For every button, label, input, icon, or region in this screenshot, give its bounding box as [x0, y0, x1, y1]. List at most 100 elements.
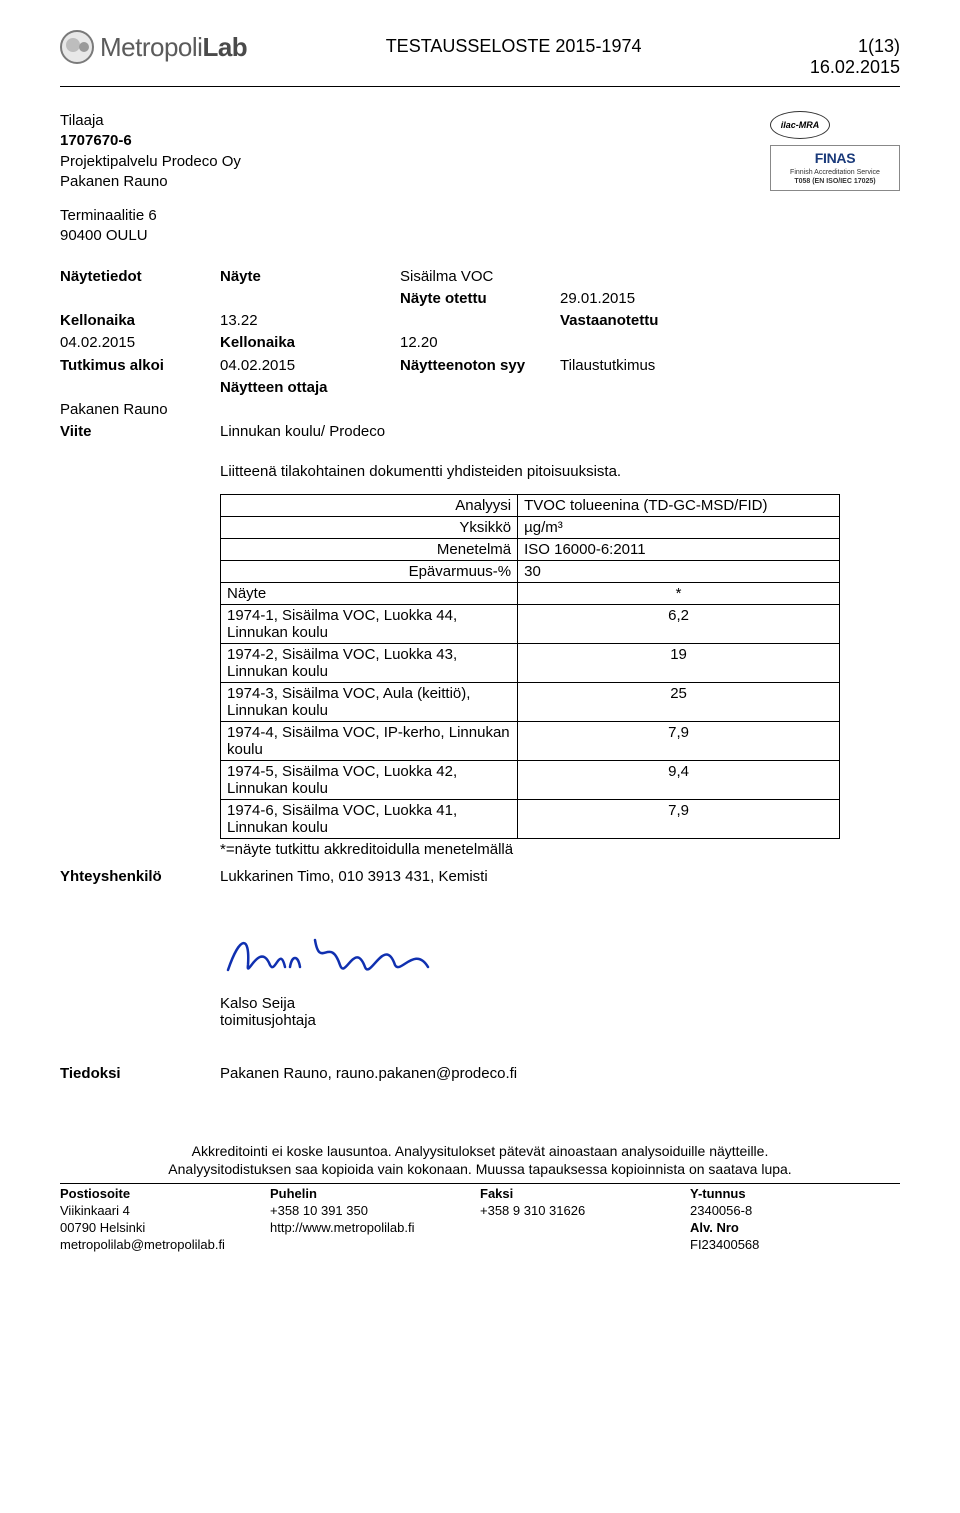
disclaimer-line1: Akkreditointi ei koske lausuntoa. Analyy… — [60, 1142, 900, 1161]
sample-value: 7,9 — [518, 799, 840, 838]
footer-c0l3: metropolilab@metropolilab.fi — [60, 1237, 270, 1254]
contact-label: Yhteyshenkilö — [60, 868, 220, 885]
meta-label: Epävarmuus-% — [221, 560, 518, 582]
meta-value: TVOC tolueenina (TD-GC-MSD/FID) — [518, 494, 840, 516]
sample-info: Näytetiedot Näyte Sisäilma VOC Näyte ote… — [60, 267, 900, 443]
footer-c0l1: Viikinkaari 4 — [60, 1203, 270, 1220]
meta-value: 30 — [518, 560, 840, 582]
cc-label: Tiedoksi — [60, 1065, 220, 1082]
sample-name: 1974-3, Sisäilma VOC, Aula (keittiö), Li… — [221, 682, 518, 721]
footer-c1l1: +358 10 391 350 — [270, 1203, 480, 1220]
sample-name: 1974-5, Sisäilma VOC, Luokka 42, Linnuka… — [221, 760, 518, 799]
disclaimer: Akkreditointi ei koske lausuntoa. Analyy… — [60, 1142, 900, 1180]
footer-h0: Postiosoite — [60, 1186, 270, 1203]
footer-c3l1: 2340056-8 — [690, 1203, 900, 1220]
table-row: Yksikköµg/m³ — [221, 516, 840, 538]
si-r0c2 — [560, 267, 710, 287]
si-r1c1: 29.01.2015 — [560, 289, 710, 309]
page-number: 1(13) — [780, 36, 900, 57]
si-r2c3: 12.20 — [400, 333, 560, 353]
si-r3c1: 04.02.2015 — [220, 356, 400, 376]
customer-addr1: Terminaalitie 6 — [60, 206, 564, 226]
sample-name: 1974-1, Sisäilma VOC, Luokka 44, Linnuka… — [221, 604, 518, 643]
finas-logo: FINAS — [773, 150, 897, 167]
si-r0c1: Sisäilma VOC — [400, 267, 560, 287]
footer-h3: Y-tunnus — [690, 1186, 900, 1203]
customer-addr2: 90400 OULU — [60, 226, 564, 246]
footer-c0l2: 00790 Helsinki — [60, 1220, 270, 1237]
sample-header: Näyte — [221, 582, 518, 604]
table-row: Epävarmuus-%30 — [221, 560, 840, 582]
doc-title: TESTAUSSELOSTE 2015-1974 — [247, 30, 780, 57]
table-row: 1974-4, Sisäilma VOC, IP-kerho, Linnukan… — [221, 721, 840, 760]
logo-prefix: Metropoli — [100, 32, 202, 62]
customer-person: Pakanen Rauno — [60, 172, 564, 192]
finas-code: T058 (EN ISO/IEC 17025) — [773, 178, 897, 186]
meta-label: Analyysi — [221, 494, 518, 516]
sample-value: 7,9 — [518, 721, 840, 760]
footer-h1: Puhelin — [270, 1186, 480, 1203]
disclaimer-line2: Analyysitodistuksen saa kopioida vain ko… — [60, 1160, 900, 1179]
meta-value: ISO 16000-6:2011 — [518, 538, 840, 560]
cc-value: Pakanen Rauno, rauno.pakanen@prodeco.fi — [220, 1065, 517, 1082]
meta-label: Menetelmä — [221, 538, 518, 560]
si-r3c0: Tutkimus alkoi — [60, 356, 220, 376]
table-row: MenetelmäISO 16000-6:2011 — [221, 538, 840, 560]
si-r0c0: Näyte — [220, 267, 400, 287]
table-row: AnalyysiTVOC tolueenina (TD-GC-MSD/FID) — [221, 494, 840, 516]
si-r4c1: Pakanen Rauno — [60, 400, 560, 420]
sampleinfo-heading: Näytetiedot — [60, 267, 220, 287]
si-r0c3 — [60, 289, 220, 309]
header-divider — [60, 86, 900, 87]
results-footnote: *=näyte tutkittu akkreditoidulla menetel… — [220, 841, 900, 858]
finas-sub: Finnish Accreditation Service — [773, 169, 897, 177]
signature-block: Kalso Seija toimitusjohtaja — [220, 925, 900, 1029]
results-table-wrap: AnalyysiTVOC tolueenina (TD-GC-MSD/FID) … — [220, 494, 840, 839]
logo-text: MetropoliLab — [100, 32, 247, 63]
customer-block: Tilaaja 1707670-6 Projektipalvelu Prodec… — [60, 111, 564, 247]
attachment-note: Liitteenä tilakohtainen dokumentti yhdis… — [220, 463, 900, 480]
si-r2c1: 04.02.2015 — [60, 333, 220, 353]
ilac-logo-icon: ilac-MRA — [770, 111, 830, 139]
si-r3c3: Tilaustutkimus — [560, 356, 710, 376]
signature-icon — [220, 925, 440, 985]
footer-c1l3: http://www.metropolilab.fi — [270, 1220, 480, 1237]
sample-value: 25 — [518, 682, 840, 721]
si-r5c0: Viite — [60, 422, 220, 442]
company-logo: MetropoliLab — [60, 30, 247, 64]
customer-id: 1707670-6 — [60, 131, 564, 151]
si-r5c1: Linnukan koulu/ Prodeco — [220, 422, 710, 442]
sample-value: 6,2 — [518, 604, 840, 643]
footer-divider — [60, 1183, 900, 1184]
results-table: AnalyysiTVOC tolueenina (TD-GC-MSD/FID) … — [220, 494, 840, 839]
si-r2c0: Vastaanotettu — [560, 311, 710, 331]
footer-c3l3: FI23400568 — [690, 1237, 900, 1254]
logo-icon — [60, 30, 94, 64]
sample-name: 1974-2, Sisäilma VOC, Luokka 43, Linnuka… — [221, 643, 518, 682]
meta-label: Yksikkö — [221, 516, 518, 538]
si-r1c0: Näyte otettu — [400, 289, 560, 309]
table-row: Näyte* — [221, 582, 840, 604]
table-row: 1974-1, Sisäilma VOC, Luokka 44, Linnuka… — [221, 604, 840, 643]
page-meta: 1(13) 16.02.2015 — [780, 30, 900, 78]
si-r3c2: Näytteenoton syy — [400, 356, 560, 376]
customer-name: Projektipalvelu Prodeco Oy — [60, 152, 564, 172]
footer-c3l2: Alv. Nro — [690, 1220, 900, 1237]
si-r1c2: Kellonaika — [60, 311, 220, 331]
sample-value: 9,4 — [518, 760, 840, 799]
si-r4c0: Näytteen ottaja — [220, 378, 400, 398]
contact-value: Lukkarinen Timo, 010 3913 431, Kemisti — [220, 868, 488, 885]
meta-value: µg/m³ — [518, 516, 840, 538]
si-r2c2: Kellonaika — [220, 333, 400, 353]
sample-header-mark: * — [518, 582, 840, 604]
sample-name: 1974-4, Sisäilma VOC, IP-kerho, Linnukan… — [221, 721, 518, 760]
signatory-name: Kalso Seija — [220, 995, 900, 1012]
footer-c2l1: +358 9 310 31626 — [480, 1203, 690, 1220]
signatory-title: toimitusjohtaja — [220, 1012, 900, 1029]
table-row: 1974-3, Sisäilma VOC, Aula (keittiö), Li… — [221, 682, 840, 721]
page-date: 16.02.2015 — [780, 57, 900, 78]
table-row: 1974-6, Sisäilma VOC, Luokka 41, Linnuka… — [221, 799, 840, 838]
sample-value: 19 — [518, 643, 840, 682]
si-r1c3: 13.22 — [220, 311, 400, 331]
table-row: 1974-2, Sisäilma VOC, Luokka 43, Linnuka… — [221, 643, 840, 682]
